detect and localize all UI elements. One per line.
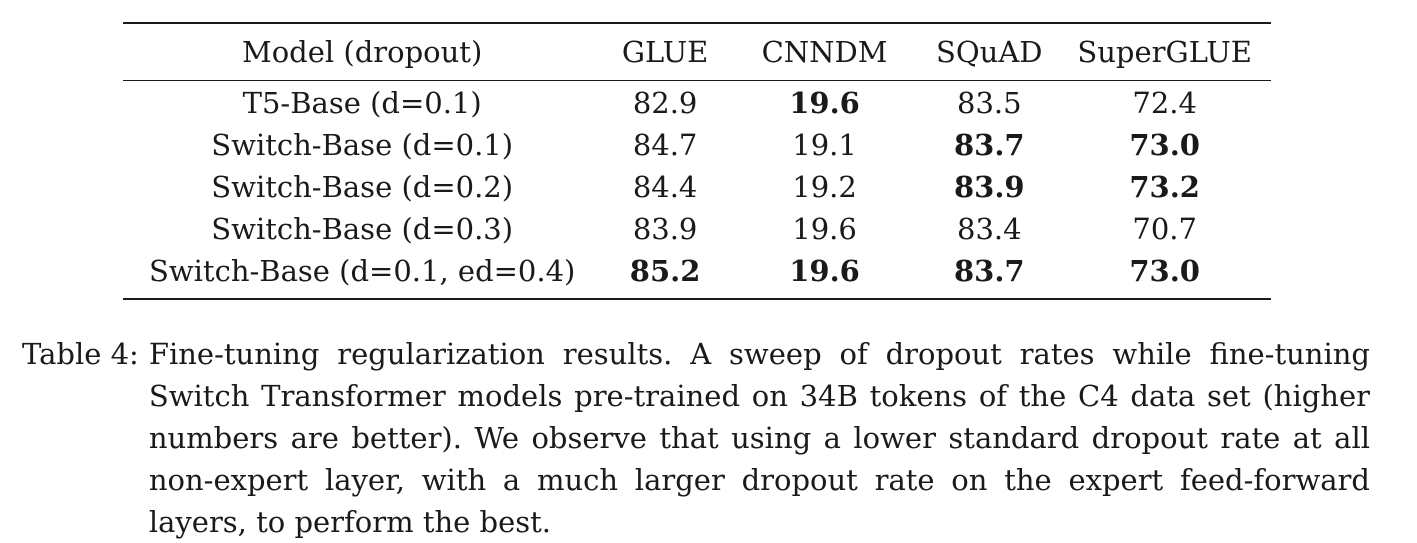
- cell-superglue: 72.4: [1132, 86, 1197, 120]
- cell-superglue: 73.0: [1129, 254, 1200, 288]
- cell-model: Switch-Base (d=0.1, ed=0.4): [148, 254, 576, 288]
- cell-superglue: 70.7: [1132, 212, 1197, 246]
- caption-text: Fine-tuning regularization results. A sw…: [148, 337, 1370, 539]
- cell-cnndm: 19.6: [789, 254, 860, 288]
- header-superglue: SuperGLUE: [1058, 23, 1271, 81]
- cell-superglue: 73.2: [1129, 170, 1200, 204]
- header-glue: GLUE: [601, 23, 729, 81]
- cell-superglue: 73.0: [1129, 128, 1200, 162]
- table-row: T5-Base (d=0.1) 82.9 19.6 83.5 72.4: [123, 81, 1271, 125]
- cell-glue: 85.2: [629, 254, 701, 288]
- cell-squad: 83.7: [953, 128, 1025, 162]
- cell-glue: 84.4: [632, 170, 698, 204]
- header-model: Model (dropout): [123, 23, 602, 81]
- table-row: Switch-Base (d=0.1) 84.7 19.1 83.7 73.0: [123, 124, 1271, 166]
- table-row: Switch-Base (d=0.3) 83.9 19.6 83.4 70.7: [123, 208, 1271, 250]
- cell-cnndm: 19.6: [792, 212, 857, 246]
- cell-squad: 83.7: [953, 254, 1025, 288]
- caption-label: Table 4:: [22, 337, 139, 371]
- header-cnndm: CNNDM: [728, 23, 921, 81]
- cell-cnndm: 19.6: [789, 86, 860, 120]
- cell-model: Switch-Base (d=0.1): [211, 128, 514, 162]
- cell-squad: 83.5: [957, 86, 1022, 120]
- cell-glue: 84.7: [632, 128, 698, 162]
- cell-glue: 82.9: [632, 86, 698, 120]
- results-table: Model (dropout) GLUE CNNDM SQuAD SuperGL…: [123, 22, 1271, 300]
- table-row: Switch-Base (d=0.2) 84.4 19.2 83.9 73.2: [123, 166, 1271, 208]
- cell-model: T5-Base (d=0.1): [242, 86, 482, 120]
- table-header-row: Model (dropout) GLUE CNNDM SQuAD SuperGL…: [123, 23, 1271, 81]
- cell-cnndm: 19.1: [792, 128, 857, 162]
- cell-cnndm: 19.2: [792, 170, 857, 204]
- cell-squad: 83.9: [953, 170, 1025, 204]
- cell-model: Switch-Base (d=0.2): [211, 170, 514, 204]
- cell-glue: 83.9: [632, 212, 698, 246]
- cell-squad: 83.4: [957, 212, 1022, 246]
- header-squad: SQuAD: [920, 23, 1059, 81]
- cell-model: Switch-Base (d=0.3): [211, 212, 514, 246]
- table-caption: Table 4: Fine-tuning regularization resu…: [22, 333, 1370, 543]
- table-row: Switch-Base (d=0.1, ed=0.4) 85.2 19.6 83…: [123, 250, 1271, 299]
- results-table-container: Model (dropout) GLUE CNNDM SQuAD SuperGL…: [123, 22, 1271, 300]
